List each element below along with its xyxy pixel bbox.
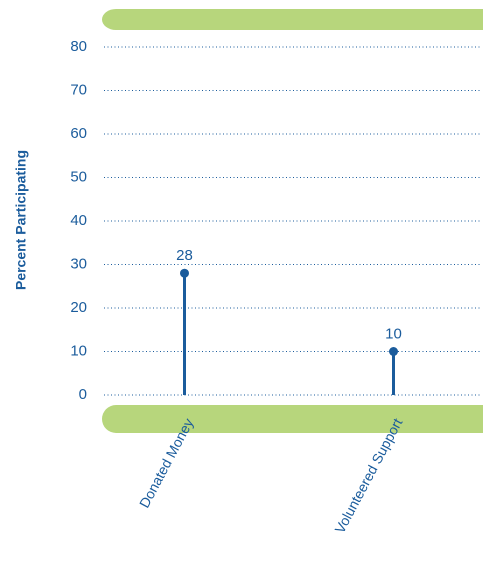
y-tick-label: 20 xyxy=(70,299,87,316)
y-tick-label: 70 xyxy=(70,81,87,98)
y-axis-label: Percent Participating xyxy=(13,150,29,290)
y-tick-label: 0 xyxy=(79,386,87,403)
dot xyxy=(389,347,398,356)
y-tick-label: 50 xyxy=(70,168,87,185)
y-tick-label: 10 xyxy=(70,342,87,359)
dot xyxy=(180,268,189,278)
bottom-band xyxy=(102,405,483,433)
y-tick-label: 40 xyxy=(70,212,87,229)
y-tick-label: 80 xyxy=(70,38,87,55)
data-label: 28 xyxy=(176,247,193,264)
data-label: 10 xyxy=(385,325,402,342)
x-tick-label: Volunteered Support xyxy=(331,416,405,536)
y-tick-label: 30 xyxy=(70,255,87,272)
y-tick-label: 60 xyxy=(70,125,87,142)
top-band xyxy=(102,9,483,30)
